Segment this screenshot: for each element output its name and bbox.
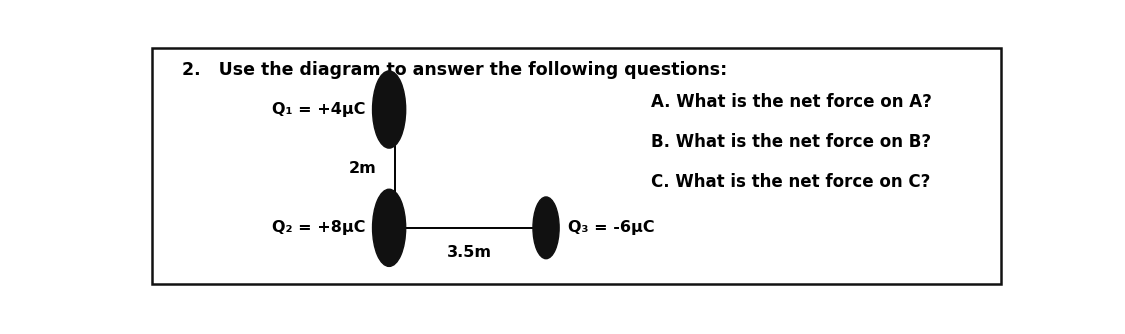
Ellipse shape: [372, 189, 406, 267]
Text: 2.   Use the diagram to answer the following questions:: 2. Use the diagram to answer the followi…: [182, 61, 728, 78]
Ellipse shape: [372, 71, 406, 148]
Text: C. What is the net force on C?: C. What is the net force on C?: [650, 173, 930, 190]
Ellipse shape: [533, 197, 559, 259]
Text: Q₂ = +8μC: Q₂ = +8μC: [272, 220, 366, 235]
Text: 2m: 2m: [349, 161, 376, 176]
Text: Q₃ = -6μC: Q₃ = -6μC: [568, 220, 655, 235]
Text: A. What is the net force on A?: A. What is the net force on A?: [650, 93, 932, 111]
Text: B. What is the net force on B?: B. What is the net force on B?: [650, 133, 930, 151]
Text: 3.5m: 3.5m: [447, 245, 492, 260]
Text: Q₁ = +4μC: Q₁ = +4μC: [272, 102, 366, 117]
